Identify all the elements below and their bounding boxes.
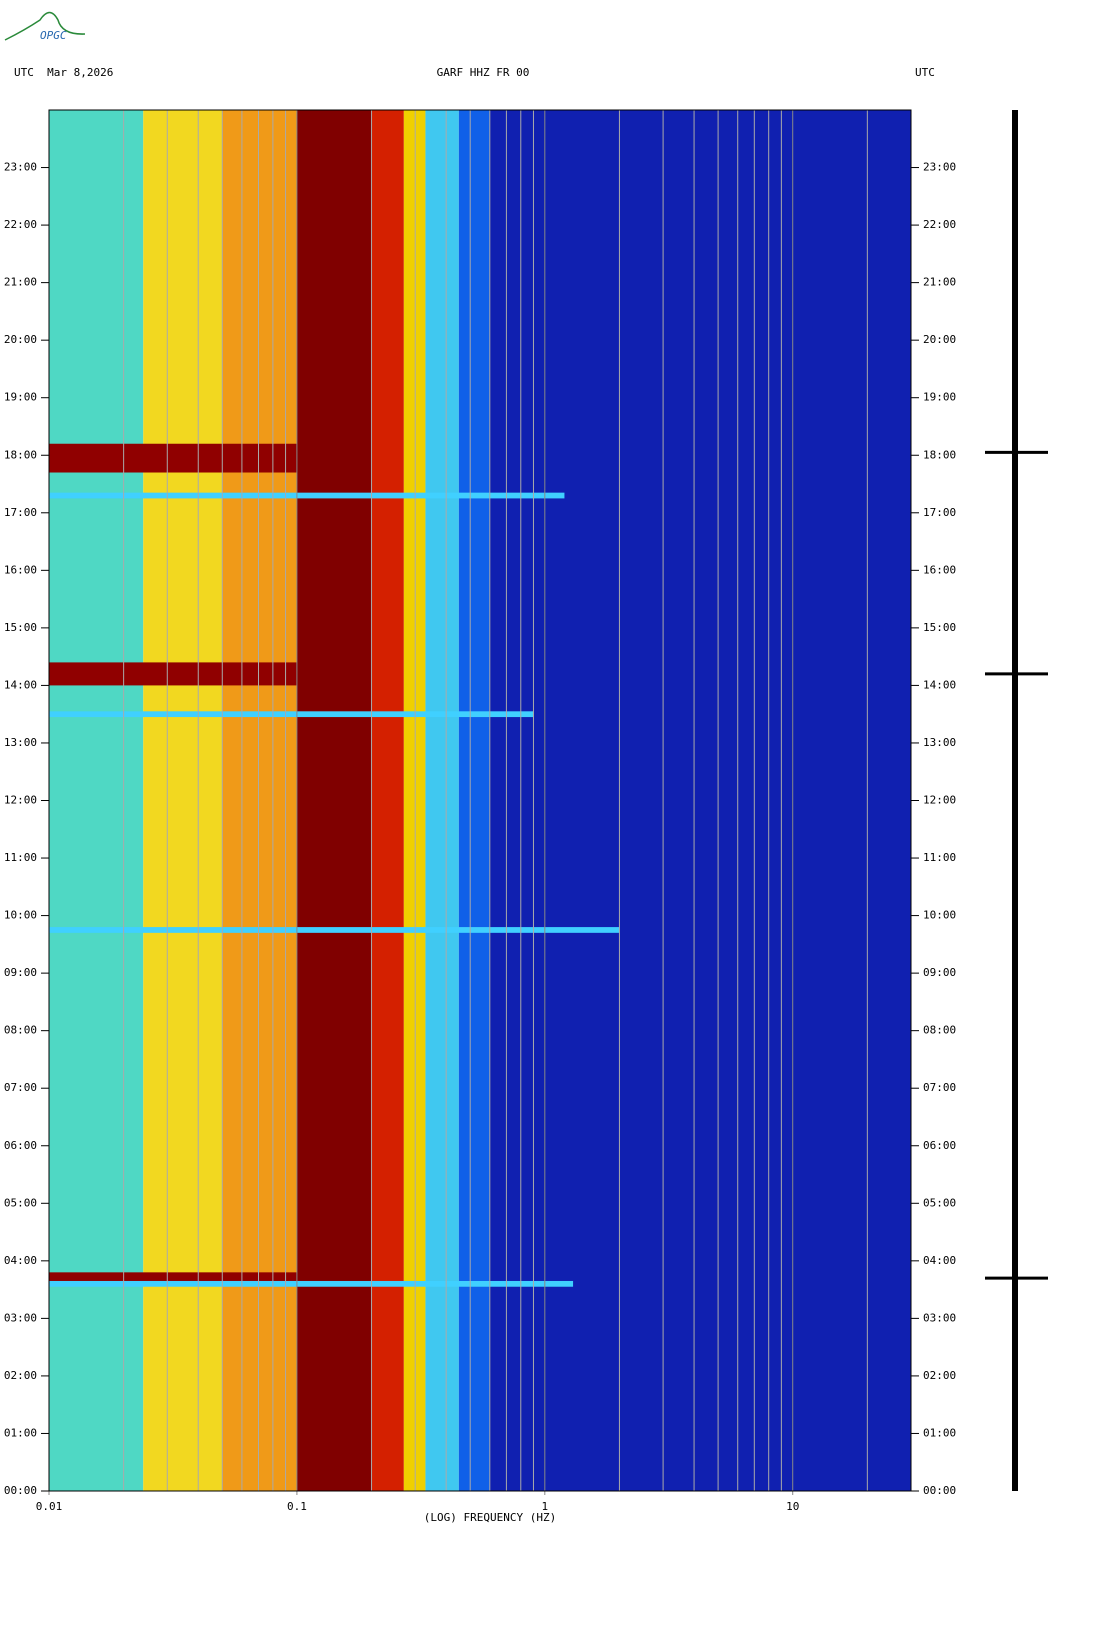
- y-tick-label: 10:00: [923, 909, 956, 922]
- spectral-band: [143, 110, 223, 1491]
- y-tick-label: 21:00: [4, 276, 37, 289]
- y-tick-label: 22:00: [4, 218, 37, 231]
- y-tick-label: 07:00: [4, 1081, 37, 1094]
- y-tick-label: 12:00: [923, 794, 956, 807]
- y-tick-label: 01:00: [4, 1426, 37, 1439]
- x-axis-label: (LOG) FREQUENCY (HZ): [424, 1511, 556, 1524]
- y-tick-label: 03:00: [4, 1311, 37, 1324]
- y-tick-label: 14:00: [923, 678, 956, 691]
- y-tick-label: 19:00: [923, 391, 956, 404]
- y-tick-label: 21:00: [923, 276, 956, 289]
- spectral-band: [222, 110, 297, 1491]
- y-tick-label: 17:00: [4, 506, 37, 519]
- y-tick-label: 23:00: [923, 161, 956, 174]
- y-tick-label: 09:00: [923, 966, 956, 979]
- y-tick-label: 15:00: [4, 621, 37, 634]
- y-tick-label: 03:00: [923, 1311, 956, 1324]
- y-tick-label: 04:00: [923, 1254, 956, 1267]
- y-tick-label: 00:00: [923, 1484, 956, 1497]
- event: [49, 492, 565, 499]
- y-tick-label: 00:00: [4, 1484, 37, 1497]
- y-tick-label: 16:00: [4, 563, 37, 576]
- spectral-band: [425, 110, 459, 1491]
- spectral-band: [371, 110, 404, 1491]
- y-tick-label: 17:00: [923, 506, 956, 519]
- header-right: UTC: [915, 66, 935, 79]
- event: [49, 927, 620, 933]
- y-tick-label: 23:00: [4, 161, 37, 174]
- y-tick-label: 09:00: [4, 966, 37, 979]
- y-tick-label: 07:00: [923, 1081, 956, 1094]
- y-tick-label: 18:00: [923, 448, 956, 461]
- logo-mark: [4, 11, 86, 41]
- y-tick-label: 12:00: [4, 794, 37, 807]
- event: [49, 662, 297, 686]
- y-tick-label: 05:00: [923, 1196, 956, 1209]
- y-tick-label: 02:00: [4, 1369, 37, 1382]
- event: [49, 1280, 574, 1287]
- y-tick-label: 13:00: [4, 736, 37, 749]
- y-tick-label: 18:00: [4, 448, 37, 461]
- y-tick-label: 20:00: [923, 333, 956, 346]
- y-tick-label: 14:00: [4, 678, 37, 691]
- spectral-band: [489, 110, 911, 1491]
- y-tick-label: 05:00: [4, 1196, 37, 1209]
- x-tick-label: 0.1: [287, 1500, 307, 1513]
- spectral-band: [458, 110, 490, 1491]
- y-tick-label: 06:00: [923, 1139, 956, 1152]
- header-left: UTC Mar 8,2026: [14, 66, 113, 79]
- x-tick-label: 10: [786, 1500, 799, 1513]
- y-tick-label: 01:00: [923, 1426, 956, 1439]
- logo: OPGC: [40, 29, 67, 42]
- x-tick-label: 1: [541, 1500, 548, 1513]
- y-tick-label: 15:00: [923, 621, 956, 634]
- y-tick-label: 13:00: [923, 736, 956, 749]
- y-tick-label: 11:00: [4, 851, 37, 864]
- spectral-band: [296, 110, 372, 1491]
- y-tick-label: 22:00: [923, 218, 956, 231]
- y-tick-label: 04:00: [4, 1254, 37, 1267]
- y-tick-label: 08:00: [923, 1024, 956, 1037]
- event: [49, 1272, 297, 1284]
- spectral-band: [403, 110, 426, 1491]
- y-tick-label: 16:00: [923, 563, 956, 576]
- y-tick-label: 10:00: [4, 909, 37, 922]
- event: [49, 711, 534, 718]
- y-tick-label: 08:00: [4, 1024, 37, 1037]
- x-tick-label: 0.01: [36, 1500, 63, 1513]
- y-tick-label: 06:00: [4, 1139, 37, 1152]
- event: [49, 443, 297, 473]
- y-tick-label: 19:00: [4, 391, 37, 404]
- y-tick-label: 02:00: [923, 1369, 956, 1382]
- plot-frame: [48, 109, 912, 1492]
- spectral-band: [49, 110, 144, 1491]
- y-tick-label: 11:00: [923, 851, 956, 864]
- y-tick-label: 20:00: [4, 333, 37, 346]
- chart-title: GARF HHZ FR 00: [437, 66, 530, 79]
